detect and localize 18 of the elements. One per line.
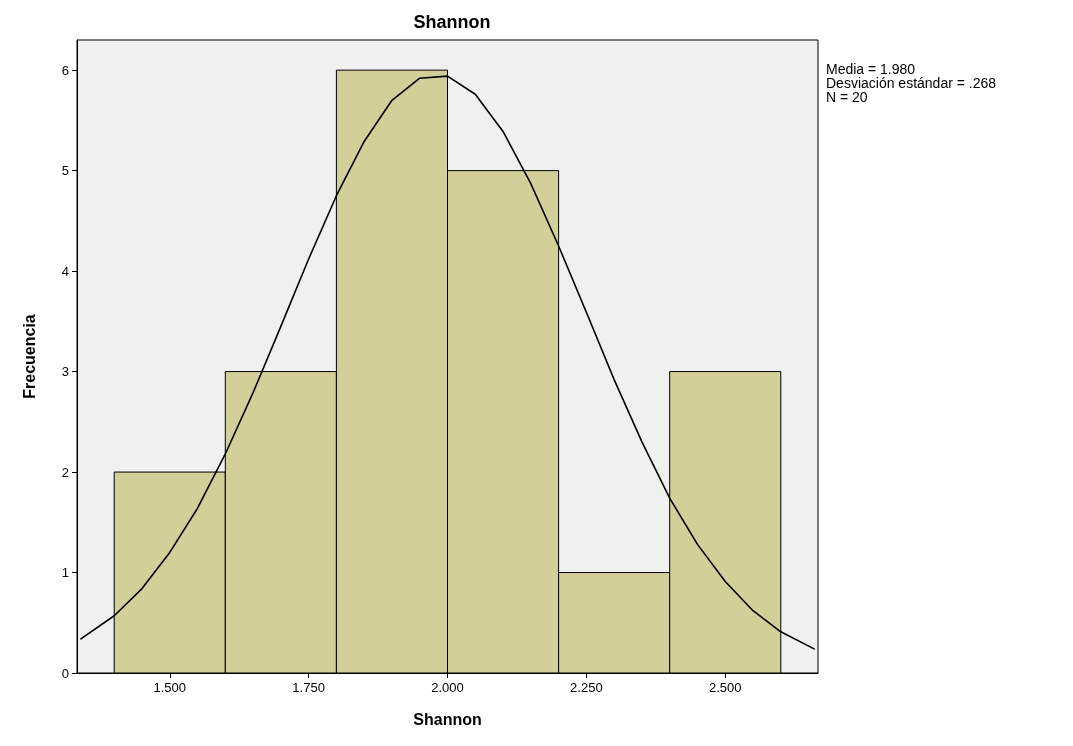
x-tick-label: 1.750 [292, 680, 325, 695]
y-tick-label: 2 [61, 464, 69, 480]
x-axis-title: Shannon [413, 710, 482, 728]
y-tick-label: 5 [61, 163, 69, 179]
y-tick-label: 3 [61, 364, 69, 380]
x-tick-label: 2.250 [570, 680, 603, 695]
text: Desviación estándar = .268 [826, 75, 997, 91]
y-tick-label: 1 [61, 565, 69, 581]
y-tick-label: 6 [61, 62, 69, 78]
x-tick-label: 1.500 [153, 680, 187, 695]
x-tick-label: 2.500 [708, 680, 742, 695]
x-tick-label: 2.000 [431, 680, 464, 695]
y-tick-label: 0 [61, 665, 69, 681]
text: Media = 1.980 [826, 61, 916, 77]
y-axis-title: Frecuencia [20, 314, 38, 399]
y-tick-label: 4 [61, 263, 69, 279]
chart-title: Shannon [413, 12, 491, 32]
text: N = 20 [826, 89, 868, 105]
